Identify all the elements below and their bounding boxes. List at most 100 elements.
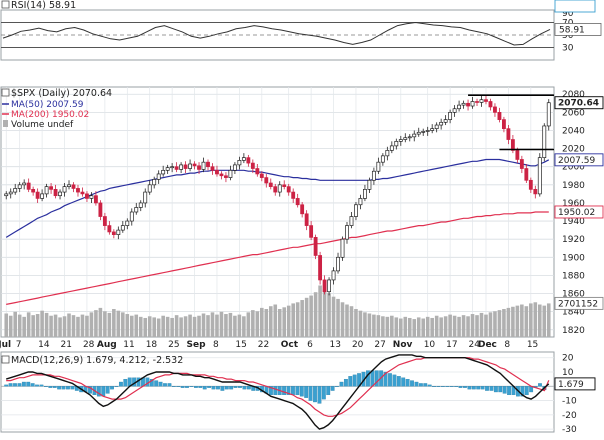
volume-bar	[246, 312, 251, 337]
volume-bar	[399, 318, 403, 337]
candle-body	[174, 166, 179, 170]
volume-bar	[26, 312, 31, 337]
volume-bar	[98, 307, 103, 337]
candle-body	[327, 279, 331, 293]
candle-body	[354, 204, 358, 217]
date-tick-label: 22	[258, 340, 269, 350]
rsi-gridlines	[1, 22, 554, 48]
volume-bar	[58, 317, 62, 337]
price-tick-label: 1900	[562, 253, 585, 263]
histogram-bar	[489, 386, 494, 391]
histogram-bar	[185, 386, 189, 388]
candle-body	[493, 106, 497, 113]
candle-body	[71, 184, 76, 189]
volume-bar	[201, 313, 206, 337]
histogram-bar	[524, 386, 529, 396]
volume-bar	[502, 309, 506, 337]
candle-body	[259, 173, 264, 178]
candle-body	[367, 179, 372, 190]
histogram-bar	[467, 386, 472, 390]
candle-body	[232, 164, 237, 171]
volume-bar	[156, 318, 161, 337]
candle-body	[300, 204, 305, 215]
candle-body	[546, 102, 551, 127]
volume-bar	[129, 315, 134, 337]
volume-bar	[174, 315, 179, 337]
date-tick-label: 18	[146, 340, 158, 350]
histogram-bar	[476, 386, 481, 390]
date-tick-label: 25	[168, 340, 179, 350]
histogram-bar	[246, 386, 251, 390]
histogram-bar	[224, 386, 229, 390]
candle-body	[67, 184, 71, 187]
candle-body	[475, 101, 479, 103]
price-tick-label: 2080	[562, 90, 585, 100]
rsi-legend-swatch	[1, 0, 10, 9]
candle-body	[80, 191, 85, 195]
candle-body	[246, 157, 251, 164]
candle-body	[17, 184, 22, 189]
candle-body	[371, 170, 376, 181]
candle-body	[93, 195, 98, 204]
histogram-bar	[445, 386, 450, 387]
histogram-bar	[216, 386, 220, 390]
volume-bar	[268, 306, 273, 337]
histogram-bar	[202, 386, 207, 390]
ma200-badge-box	[554, 205, 604, 219]
date-tick-label: 27	[374, 340, 385, 350]
histogram-bar	[35, 384, 39, 387]
candle-body	[268, 182, 273, 187]
histogram-bar	[282, 386, 287, 396]
volume-bar	[143, 317, 148, 337]
candle-body	[264, 177, 269, 184]
volume-bar	[192, 316, 197, 337]
volume-bar	[537, 304, 542, 337]
volume-bars	[4, 285, 551, 337]
histogram-bar	[171, 386, 176, 387]
volume-bar	[497, 310, 502, 337]
candle-body	[89, 195, 94, 199]
candle-body	[452, 108, 457, 113]
macd-tick-label: 20	[562, 354, 574, 364]
histogram-bar	[480, 386, 485, 390]
histogram-value-badge-box	[554, 0, 596, 13]
histogram-bar	[299, 386, 304, 397]
date-tick-label: 13	[330, 340, 341, 350]
volume-bar	[376, 315, 381, 337]
candle-body	[502, 119, 506, 130]
histogram-bar	[401, 377, 406, 387]
candle-body	[466, 102, 470, 107]
volume-bar	[304, 297, 309, 337]
candle-body	[138, 202, 143, 208]
volume-bar	[309, 295, 313, 337]
candle-body	[407, 136, 412, 139]
histogram-bar	[348, 376, 353, 387]
volume-bar	[313, 292, 318, 337]
date-tick-label: 17	[446, 340, 457, 350]
candle-body	[192, 163, 197, 167]
volume-bar	[170, 317, 174, 337]
date-tick-label: 14	[38, 340, 50, 350]
date-tick-label: 20	[352, 340, 364, 350]
date-tick-label: 7	[16, 340, 22, 350]
histogram-bar	[291, 386, 295, 396]
volume-bar	[493, 311, 497, 337]
histogram-bar	[48, 386, 53, 388]
price-value-badges: 2070.64 2007.59 1950.02 2701152	[554, 96, 604, 310]
candle-body	[4, 193, 9, 197]
candle-body	[183, 164, 188, 169]
histogram-bar	[321, 386, 326, 400]
ma50-badge-box	[554, 153, 604, 167]
macd-legend: MACD(12,26,9) 1.679, 4.212, -2.532	[1, 355, 183, 366]
histogram-bar	[458, 386, 463, 388]
volume-bar	[197, 315, 201, 337]
volume-bar	[529, 303, 533, 337]
histogram-bar	[370, 370, 375, 387]
date-tick-label: 24	[469, 340, 481, 350]
histogram-bar	[414, 381, 419, 387]
rsi-tick-label: 30	[562, 44, 574, 54]
volume-bar	[524, 306, 529, 337]
volume-bar	[125, 314, 130, 337]
volume-bar	[390, 315, 394, 337]
volume-bar	[520, 304, 524, 337]
